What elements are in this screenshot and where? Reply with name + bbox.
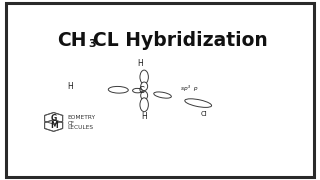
Text: M: M xyxy=(50,121,58,130)
Ellipse shape xyxy=(132,88,142,93)
Text: 3: 3 xyxy=(88,39,96,49)
Text: H: H xyxy=(137,59,143,68)
Text: OF: OF xyxy=(68,121,75,126)
Text: Cl: Cl xyxy=(201,111,207,117)
Polygon shape xyxy=(44,120,63,131)
Text: H: H xyxy=(141,112,147,121)
Text: H: H xyxy=(67,82,73,91)
Text: C: C xyxy=(138,86,144,95)
Text: CL Hybridization: CL Hybridization xyxy=(93,31,268,50)
Ellipse shape xyxy=(141,91,148,100)
Text: G: G xyxy=(51,114,57,123)
Text: CH: CH xyxy=(57,31,87,50)
Text: sp³  p: sp³ p xyxy=(181,86,198,91)
Polygon shape xyxy=(44,112,63,124)
Text: EOMETRY: EOMETRY xyxy=(68,115,96,120)
Ellipse shape xyxy=(108,86,128,93)
Text: LECULES: LECULES xyxy=(68,125,94,130)
Ellipse shape xyxy=(140,70,148,84)
Ellipse shape xyxy=(141,82,148,91)
Ellipse shape xyxy=(185,99,212,107)
Ellipse shape xyxy=(154,92,171,98)
Ellipse shape xyxy=(140,98,148,112)
